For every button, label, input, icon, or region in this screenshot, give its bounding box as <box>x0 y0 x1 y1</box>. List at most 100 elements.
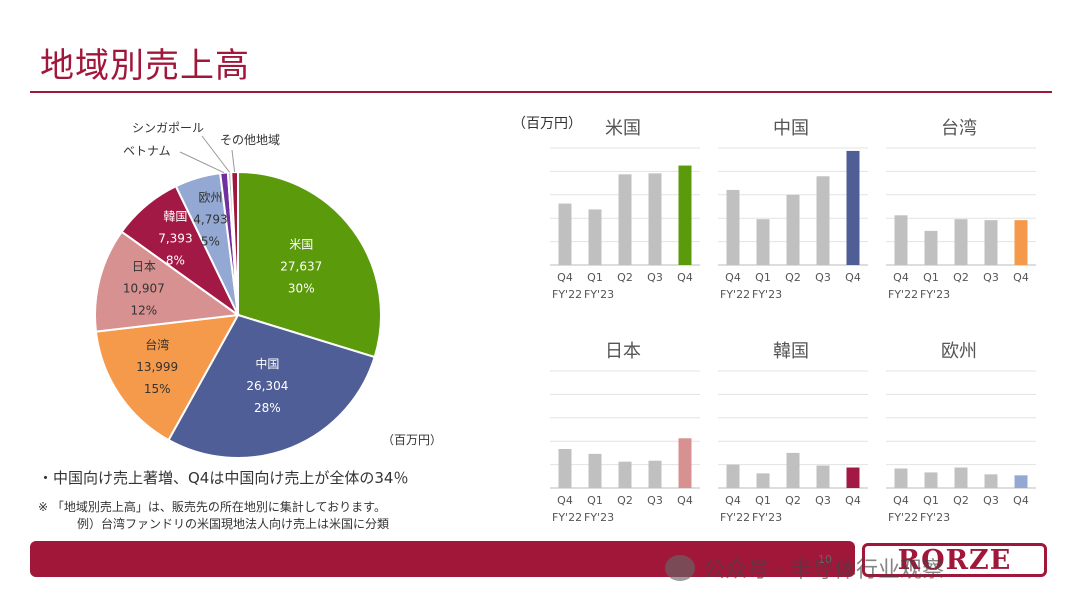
pie-slice-label: 欧州 <box>198 191 222 205</box>
pie-slice <box>94 313 240 442</box>
year-label: FY'23 <box>584 511 614 524</box>
year-label: FY'22 <box>552 511 582 524</box>
pie-outer-label: ベトナム <box>123 144 171 158</box>
tick-label: Q4 <box>725 494 741 507</box>
pie-slice-label: 中国 <box>255 356 279 371</box>
pie-leader-line <box>231 149 236 173</box>
year-label: FY'22 <box>888 511 918 524</box>
pie-slice-label: 10,907 <box>123 282 165 296</box>
bar <box>846 150 860 265</box>
bar-chart-usa: 米国 Q4 Q1 Q2 Q3 Q4 FY'22 FY'23 <box>550 118 700 301</box>
bar <box>816 465 830 488</box>
bar <box>894 468 908 488</box>
bar <box>1014 220 1028 265</box>
bar <box>984 474 998 488</box>
pie-slice-label: 8% <box>166 254 185 268</box>
year-label: FY'23 <box>752 288 782 301</box>
bar-chart-title: 韓国 <box>773 341 809 362</box>
pie-leader-line <box>201 135 230 173</box>
bar-chart-title: 米国 <box>605 118 641 139</box>
pie-slice-label: 韓国 <box>163 210 187 224</box>
year-label: FY'23 <box>920 511 950 524</box>
bar <box>558 449 572 488</box>
pie-outer-label: その他地域 <box>220 133 280 147</box>
bar-chart-title: 中国 <box>773 118 809 139</box>
watermark: 公众号 · 半导体行业观察 <box>665 552 944 584</box>
tick-label: Q2 <box>953 494 969 507</box>
tick-label: Q2 <box>785 271 801 284</box>
pie-slice-label: 13,999 <box>136 360 178 374</box>
bar <box>648 173 662 265</box>
year-label: FY'22 <box>720 511 750 524</box>
bar <box>954 467 968 488</box>
tick-label: Q4 <box>1013 271 1029 284</box>
bar <box>786 194 800 265</box>
tick-label: Q3 <box>647 494 663 507</box>
pie-slice-label: 7,393 <box>158 232 192 246</box>
tick-label: Q4 <box>677 271 693 284</box>
tick-label: Q2 <box>617 271 633 284</box>
pie-unit-label: （百万円） <box>382 433 443 447</box>
bar-chart-china: 中国 Q4 Q1 Q2 Q3 Q4 FY'22 FY'23 <box>718 118 868 301</box>
pie-slice-label: 27,637 <box>280 259 322 273</box>
pie-slice-label: 12% <box>131 304 158 318</box>
year-label: FY'22 <box>552 288 582 301</box>
bar <box>924 230 938 265</box>
pie-slice-label: 15% <box>144 382 171 396</box>
bar-chart-title: 日本 <box>605 341 641 362</box>
tick-label: Q4 <box>845 494 861 507</box>
wechat-icon <box>665 555 695 581</box>
tick-label: Q1 <box>923 494 939 507</box>
bar-chart-europe: 欧州 Q4 Q1 Q2 Q3 Q4 FY'22 FY'23 <box>886 341 1036 524</box>
pie-slice <box>94 230 241 333</box>
bar <box>786 452 800 488</box>
tick-label: Q3 <box>815 494 831 507</box>
pie-chart: 米国 27,637 30% 中国 26,304 28% 台湾 13,999 15% 日本 10,90… <box>94 121 382 459</box>
tick-label: Q4 <box>725 271 741 284</box>
title-underline <box>30 91 1052 93</box>
tick-label: Q3 <box>647 271 663 284</box>
footnote-1: ※ 「地域別売上高」は、販売先の所在地別に集計しております。 <box>38 500 386 514</box>
year-label: FY'22 <box>888 288 918 301</box>
bar-chart-title: 台湾 <box>941 118 977 139</box>
bar-chart-japan: 日本 Q4 Q1 Q2 Q3 Q4 FY'22 FY'23 <box>550 341 700 524</box>
bar <box>1014 475 1028 488</box>
tick-label: Q4 <box>845 271 861 284</box>
tick-label: Q4 <box>557 494 573 507</box>
pie-slice-label: 米国 <box>289 237 313 251</box>
bar <box>924 472 938 488</box>
tick-label: Q1 <box>587 494 603 507</box>
tick-label: Q4 <box>1013 494 1029 507</box>
tick-label: Q2 <box>953 271 969 284</box>
tick-label: Q1 <box>923 271 939 284</box>
tick-label: Q3 <box>983 494 999 507</box>
year-label: FY'23 <box>584 288 614 301</box>
bar <box>954 219 968 265</box>
bar <box>558 203 572 265</box>
tick-label: Q4 <box>893 271 909 284</box>
bar <box>816 176 830 265</box>
bar <box>846 467 860 488</box>
pie-slice-label: 28% <box>254 401 281 415</box>
year-label: FY'22 <box>720 288 750 301</box>
tick-label: Q1 <box>587 271 603 284</box>
pie-leader-line <box>179 151 225 174</box>
pie-outer-label: シンガポール <box>132 121 204 135</box>
bar-unit-label: （百万円） <box>512 116 582 132</box>
tick-label: Q4 <box>557 271 573 284</box>
bar <box>894 215 908 265</box>
year-label: FY'23 <box>920 288 950 301</box>
company-logo: RORZE <box>862 543 1047 577</box>
tick-label: Q1 <box>755 494 771 507</box>
bar-chart-title: 欧州 <box>941 341 977 362</box>
pie-slice-label: 4,793 <box>193 213 227 227</box>
logo-text: RORZE <box>897 544 1012 576</box>
tick-label: Q4 <box>893 494 909 507</box>
bar <box>984 220 998 265</box>
bar <box>756 219 770 265</box>
bar-chart-korea: 韓国 Q4 Q1 Q2 Q3 Q4 FY'22 FY'23 <box>718 341 868 524</box>
tick-label: Q4 <box>677 494 693 507</box>
bar <box>618 174 632 265</box>
watermark-text: 公众号 · 半导体行业观察 <box>703 558 944 583</box>
bar-chart-taiwan: 台湾 Q4 Q1 Q2 Q3 Q4 FY'22 FY'23 <box>886 118 1036 301</box>
